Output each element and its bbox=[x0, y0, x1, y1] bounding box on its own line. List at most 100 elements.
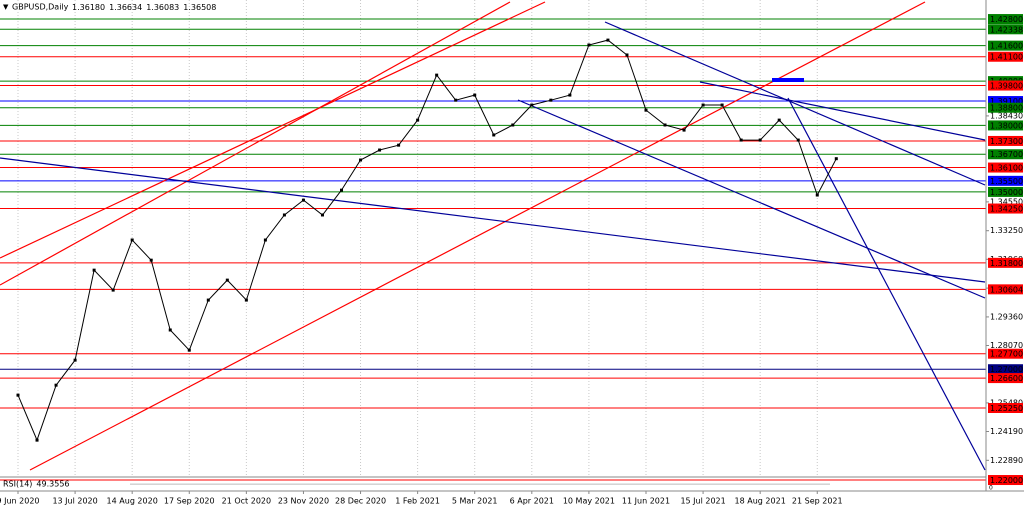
x-tick-label: 23 Nov 2020 bbox=[278, 497, 329, 506]
level-box bbox=[988, 373, 1023, 384]
x-tick-label: 5 Mar 2021 bbox=[452, 497, 498, 506]
price-point bbox=[92, 268, 96, 272]
price-point bbox=[320, 213, 324, 217]
y-tick-label: 1.33250 bbox=[990, 226, 1023, 235]
header-arrow: ▼ bbox=[3, 3, 9, 11]
price-point bbox=[168, 328, 172, 332]
level-box bbox=[988, 51, 1023, 62]
price-point bbox=[149, 258, 153, 262]
price-point bbox=[511, 123, 515, 127]
price-point bbox=[54, 383, 58, 387]
y-tick-label: 1.28070 bbox=[990, 341, 1023, 350]
header-price: 1.36634 bbox=[109, 3, 142, 12]
level-box bbox=[988, 96, 1023, 107]
x-tick-label: 18 Aug 2021 bbox=[735, 497, 786, 506]
price-point bbox=[796, 138, 800, 142]
level-box bbox=[988, 80, 1023, 91]
price-point bbox=[187, 348, 191, 352]
x-tick-label: 17 Sep 2020 bbox=[164, 497, 215, 506]
rsi-tick-label: 0 bbox=[989, 485, 993, 492]
level-label: 1.37300 bbox=[990, 137, 1023, 146]
level-label: 1.34250 bbox=[990, 205, 1023, 214]
price-point bbox=[130, 238, 134, 242]
header-price: 1.36508 bbox=[183, 3, 216, 12]
channel-line bbox=[0, 1, 511, 286]
trend-line bbox=[699, 81, 986, 141]
x-tick-label: 9 Jun 2020 bbox=[0, 497, 40, 506]
level-box bbox=[988, 284, 1023, 295]
level-label: 1.41100 bbox=[990, 53, 1023, 62]
level-label: 1.25250 bbox=[990, 404, 1023, 413]
y-tick-label: 1.25480 bbox=[990, 398, 1023, 407]
level-label: 1.39800 bbox=[990, 82, 1023, 91]
level-label: 1.26600 bbox=[990, 374, 1023, 383]
price-point bbox=[625, 53, 629, 57]
price-point bbox=[35, 438, 39, 442]
level-box bbox=[988, 102, 1023, 113]
price-point bbox=[815, 193, 819, 197]
price-point bbox=[206, 298, 210, 302]
x-tick-label: 13 Jul 2020 bbox=[52, 497, 97, 506]
header: ▼ GBPUSD,Daily 1.36180 1.36634 1.36083 1.36… bbox=[3, 3, 216, 12]
y-tick-label: 1.38430 bbox=[990, 111, 1023, 120]
price-point bbox=[340, 188, 344, 192]
price-point bbox=[644, 108, 648, 112]
channel-line bbox=[0, 1, 546, 259]
price-point bbox=[682, 128, 686, 132]
level-box bbox=[988, 257, 1023, 268]
x-tick-label: 10 May 2021 bbox=[563, 497, 615, 506]
price-point bbox=[416, 118, 420, 122]
price-layer bbox=[16, 38, 838, 485]
level-label: 1.42800 bbox=[990, 15, 1023, 24]
axis-layer: 10001.384301.345501.332501.319601.306601… bbox=[0, 14, 1023, 506]
level-box bbox=[988, 120, 1023, 131]
price-point bbox=[473, 93, 477, 97]
header-prices: 1.36180 1.36634 1.36083 1.36508 bbox=[72, 3, 216, 12]
price-point bbox=[111, 288, 115, 292]
price-point bbox=[530, 103, 534, 107]
price-point bbox=[282, 213, 286, 217]
level-label: 1.27000 bbox=[990, 365, 1023, 374]
x-tick-label: 21 Oct 2020 bbox=[222, 497, 271, 506]
rsi-panel: RSI(14) 49.3556 bbox=[3, 480, 70, 489]
price-point bbox=[701, 103, 705, 107]
price-point bbox=[225, 278, 229, 282]
trend-line bbox=[604, 21, 986, 186]
price-point bbox=[378, 148, 382, 152]
level-box bbox=[988, 135, 1023, 146]
price-point bbox=[435, 73, 439, 77]
x-tick-label: 15 Jul 2021 bbox=[680, 497, 725, 506]
trend-line bbox=[787, 97, 986, 471]
x-tick-label: 28 Dec 2020 bbox=[335, 497, 386, 506]
x-tick-label: 14 Aug 2020 bbox=[107, 497, 158, 506]
level-label: 1.22000 bbox=[990, 476, 1023, 485]
x-tick-label: 21 Sep 2021 bbox=[792, 497, 843, 506]
price-line bbox=[17, 39, 837, 442]
x-tick-label: 6 Apr 2021 bbox=[510, 497, 554, 506]
y-tick-label: 1.24190 bbox=[990, 427, 1023, 436]
level-label: 1.35500 bbox=[990, 177, 1023, 186]
price-point bbox=[263, 238, 267, 242]
price-point bbox=[739, 138, 743, 142]
price-point bbox=[301, 198, 305, 202]
level-box bbox=[988, 162, 1023, 173]
level-label: 1.30604 bbox=[990, 285, 1023, 294]
rsi-name: RSI(14) bbox=[3, 480, 32, 489]
x-tick-label: 11 Jun 2021 bbox=[622, 497, 670, 506]
price-point bbox=[397, 143, 401, 147]
price-point bbox=[16, 393, 20, 397]
price-point bbox=[359, 158, 363, 162]
header-price: 1.36083 bbox=[146, 3, 179, 12]
level-label: 1.38800 bbox=[990, 104, 1023, 113]
price-point bbox=[492, 133, 496, 137]
price-point bbox=[454, 98, 458, 102]
level-label: 1.27700 bbox=[990, 350, 1023, 359]
rsi-value: 49.3556 bbox=[36, 480, 69, 489]
level-box bbox=[988, 364, 1023, 375]
price-point bbox=[606, 38, 610, 42]
level-label: 1.35000 bbox=[990, 188, 1023, 197]
level-label: 1.38000 bbox=[990, 121, 1023, 130]
